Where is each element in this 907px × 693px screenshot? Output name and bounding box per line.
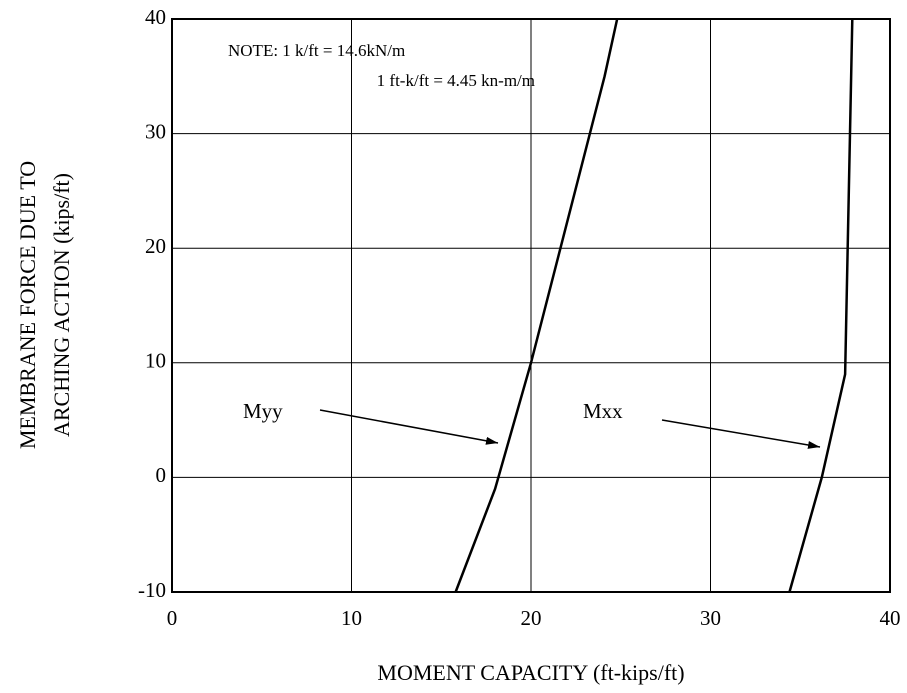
y-tick-label: 0: [156, 463, 167, 487]
y-tick-label: 40: [145, 5, 166, 29]
series-line: [788, 18, 854, 593]
y-axis-label: ARCHING ACTION (kips/ft): [49, 173, 74, 437]
x-tick-label: 30: [700, 606, 721, 630]
x-axis-label: MOMENT CAPACITY (ft-kips/ft): [377, 660, 684, 685]
y-axis-label: MEMBRANE FORCE DUE TO: [15, 161, 40, 449]
plot-frame: [171, 18, 891, 593]
series-annotation: Myy: [243, 399, 283, 423]
note: 1 ft-k/ft = 4.45 kn-m/m: [377, 71, 535, 90]
arrow: [319, 409, 499, 445]
y-tick-label: 30: [145, 119, 166, 143]
y-tick-label: 10: [145, 349, 166, 373]
arrow: [661, 419, 821, 449]
y-tick-label: -10: [138, 578, 166, 602]
x-tick-label: 10: [341, 606, 362, 630]
x-tick-label: 0: [167, 606, 178, 630]
note: NOTE: 1 k/ft = 14.6kN/m: [228, 41, 405, 60]
y-tick-label: 20: [145, 234, 166, 258]
series-line: [454, 18, 619, 593]
x-tick-label: 20: [521, 606, 542, 630]
x-tick-label: 40: [880, 606, 901, 630]
series-annotation: Mxx: [583, 399, 623, 423]
